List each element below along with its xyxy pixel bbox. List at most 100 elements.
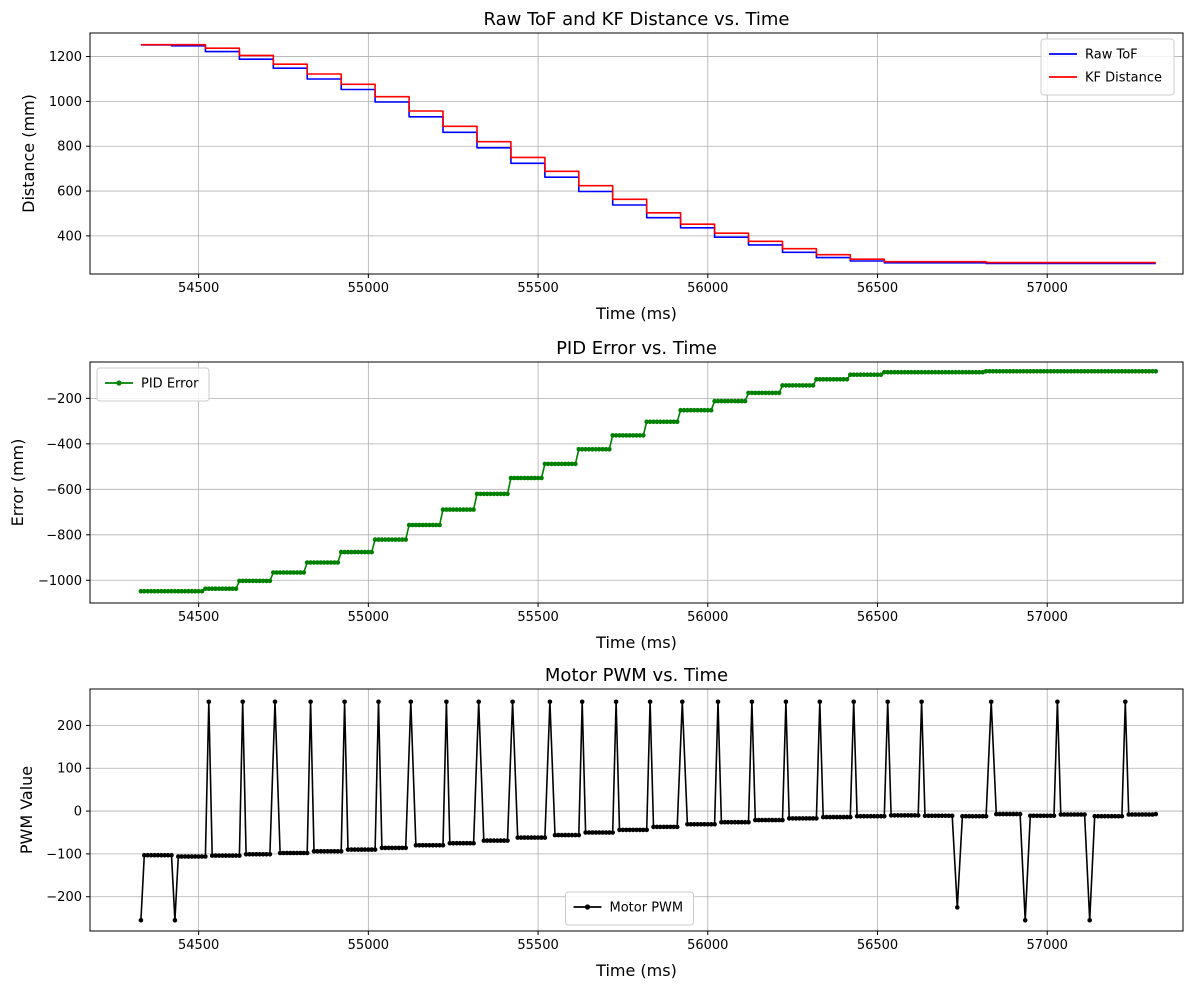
data-point (369, 847, 375, 852)
data-point (226, 586, 232, 591)
data-point (1031, 813, 1036, 819)
data-point (1058, 369, 1064, 374)
data-point (742, 398, 748, 404)
data-point (770, 390, 775, 396)
data-point (294, 850, 300, 856)
data-point (1051, 813, 1057, 819)
data-point (1000, 811, 1006, 817)
data-point (926, 369, 931, 375)
data-point (1061, 369, 1067, 374)
data-point (1051, 369, 1057, 374)
data-point (756, 390, 761, 396)
data-point (627, 433, 632, 438)
data-point (590, 447, 595, 452)
data-point (182, 588, 188, 594)
legend-box (96, 367, 210, 402)
data-point (474, 491, 480, 497)
data-point (1044, 813, 1050, 819)
chart-title: Raw ToF and KF Distance vs. Time (483, 9, 789, 30)
data-point (179, 854, 184, 859)
data-point (1075, 369, 1081, 374)
data-point (213, 586, 218, 591)
data-point (349, 549, 354, 555)
data-point (393, 845, 398, 851)
data-point (155, 852, 161, 858)
data-point (899, 369, 904, 375)
data-point (423, 522, 429, 528)
data-point (142, 588, 147, 594)
legend-label: Raw ToF (1085, 48, 1138, 63)
y-tick-label: −100 (46, 847, 82, 862)
data-point (192, 588, 198, 594)
data-point (332, 560, 337, 565)
data-point (712, 822, 717, 827)
data-point (372, 537, 378, 542)
data-point (865, 372, 870, 378)
data-point (209, 853, 215, 858)
series-line-1 (140, 370, 1156, 592)
data-point (352, 847, 358, 852)
data-point (773, 817, 778, 823)
data-point (960, 369, 965, 375)
data-point (427, 522, 432, 528)
y-tick-label: 800 (57, 140, 82, 155)
data-point (1099, 813, 1104, 819)
data-point (230, 853, 235, 858)
data-point (1041, 369, 1047, 374)
data-point (498, 838, 504, 843)
data-point (1021, 369, 1026, 374)
data-point (498, 491, 504, 497)
data-point (1140, 369, 1145, 374)
data-point (607, 830, 612, 835)
data-point (549, 461, 554, 467)
data-point (518, 835, 524, 840)
data-point (525, 835, 531, 840)
data-point (447, 840, 453, 846)
data-point (288, 570, 293, 575)
data-point (433, 522, 439, 528)
data-point (372, 847, 378, 852)
data-point (949, 369, 955, 375)
data-point (400, 537, 405, 542)
data-point (240, 578, 245, 584)
data-point (929, 813, 935, 819)
data-point (427, 843, 432, 848)
data-point (603, 447, 609, 452)
data-point (1048, 369, 1053, 374)
data-point (457, 840, 463, 846)
data-point (909, 813, 914, 818)
data-point (1004, 369, 1009, 374)
data-point (1078, 812, 1084, 817)
data-point (573, 832, 578, 838)
data-point (291, 570, 297, 575)
data-point (264, 578, 269, 584)
data-point (471, 840, 476, 846)
data-point (450, 840, 456, 846)
data-point (603, 830, 609, 835)
data-point (461, 507, 466, 512)
data-point (861, 372, 867, 378)
data-point (501, 838, 507, 843)
data-point (915, 369, 921, 375)
data-point (841, 814, 846, 820)
data-point (362, 549, 368, 555)
data-point (988, 699, 994, 705)
data-point (844, 377, 850, 382)
data-point (393, 537, 398, 542)
data-point (525, 475, 531, 481)
data-point (895, 369, 901, 375)
x-tick-label: 55000 (348, 281, 389, 296)
data-point (165, 852, 171, 858)
data-point (1004, 811, 1009, 817)
data-point (203, 854, 208, 859)
data-point (977, 369, 982, 375)
data-point (617, 827, 622, 833)
data-point (1038, 369, 1043, 374)
data-point (868, 813, 873, 819)
data-point (922, 813, 928, 819)
y-tick-label: 400 (57, 229, 82, 244)
data-point (308, 560, 313, 565)
data-point (620, 827, 626, 833)
data-point (664, 824, 670, 830)
data-point (430, 843, 436, 848)
